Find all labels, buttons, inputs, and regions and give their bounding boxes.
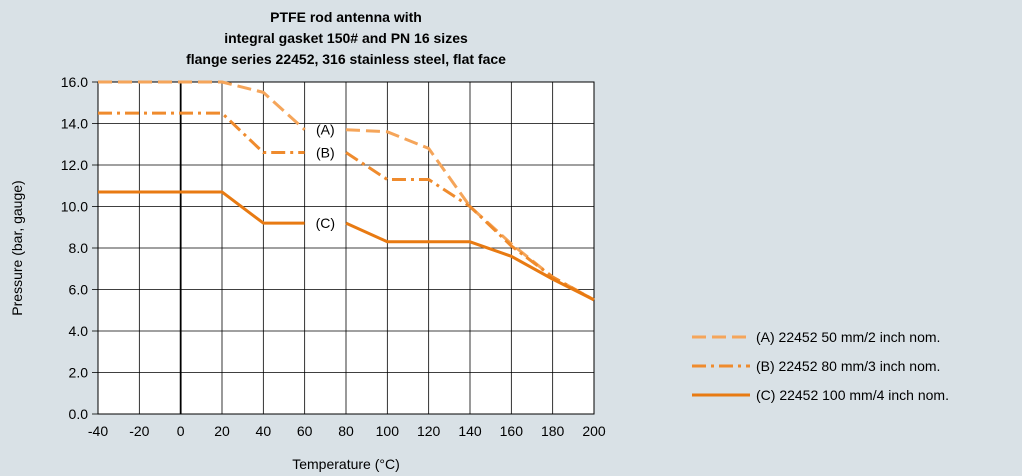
x-tick-label: 200: [582, 423, 606, 439]
series-lines: [98, 80, 595, 302]
series-annotation: (C): [316, 215, 335, 231]
x-axis-label: Temperature (°C): [292, 456, 400, 472]
series-annotations: (A) (B) (C): [316, 122, 335, 231]
chart-title-line-1: PTFE rod antenna with: [270, 9, 422, 25]
x-tick-label: -20: [129, 423, 149, 439]
legend-label-b: (B) 22452 80 mm/3 inch nom.: [756, 357, 941, 374]
y-tick-label: 2.0: [69, 365, 89, 381]
y-tick-label: 16.0: [61, 74, 88, 90]
x-tick-label: 40: [256, 423, 272, 439]
y-tick-label: 4.0: [69, 323, 89, 339]
series-line-b: [345, 151, 595, 302]
x-tick-label: 140: [458, 423, 482, 439]
legend-item-c: (C) 22452 100 mm/4 inch nom.: [690, 380, 949, 409]
x-tick-label: 0: [177, 423, 185, 439]
x-tick-label: 160: [500, 423, 524, 439]
series-line-c: [345, 221, 595, 302]
legend-swatch-b: [692, 364, 750, 367]
series-line-c: [98, 190, 305, 225]
y-tick-label: 0.0: [69, 406, 89, 422]
grid: [92, 81, 595, 415]
legend-item-a: (A) 22452 50 mm/2 inch nom.: [690, 322, 949, 351]
chart-title-line-3: flange series 22452, 316 stainless steel…: [186, 51, 506, 67]
x-tick-label: 100: [376, 423, 400, 439]
tick-labels: -40 -20 0 20 40 60 80 100 120 140 160 180 200 0.0 2.0 4…: [61, 74, 606, 439]
y-tick-label: 6.0: [69, 282, 89, 298]
y-tick-label: 8.0: [69, 240, 89, 256]
series-annotation: (A): [316, 122, 335, 138]
y-tick-label: 10.0: [61, 199, 88, 215]
legend-swatch-a: [692, 335, 750, 338]
legend-item-b: (B) 22452 80 mm/3 inch nom.: [690, 351, 949, 380]
x-tick-label: 60: [297, 423, 313, 439]
x-tick-label: 120: [417, 423, 441, 439]
legend: (A) 22452 50 mm/2 inch nom. (B) 22452 80…: [690, 322, 949, 409]
x-tick-label: -40: [88, 423, 108, 439]
series-line-a: [98, 80, 306, 131]
series-annotation: (B): [316, 145, 335, 161]
y-tick-label: 14.0: [61, 116, 88, 132]
x-tick-label: 80: [338, 423, 354, 439]
y-tick-label: 12.0: [61, 157, 88, 173]
y-axis-label: Pressure (bar, gauge): [9, 180, 25, 315]
x-tick-label: 180: [541, 423, 565, 439]
legend-label-a: (A) 22452 50 mm/2 inch nom.: [756, 328, 941, 345]
chart-title-line-2: integral gasket 150# and PN 16 sizes: [224, 30, 468, 46]
series-line-b: [98, 111, 305, 155]
x-tick-label: 20: [214, 423, 230, 439]
legend-swatch-c: [692, 393, 750, 396]
legend-label-c: (C) 22452 100 mm/4 inch nom.: [756, 386, 949, 403]
